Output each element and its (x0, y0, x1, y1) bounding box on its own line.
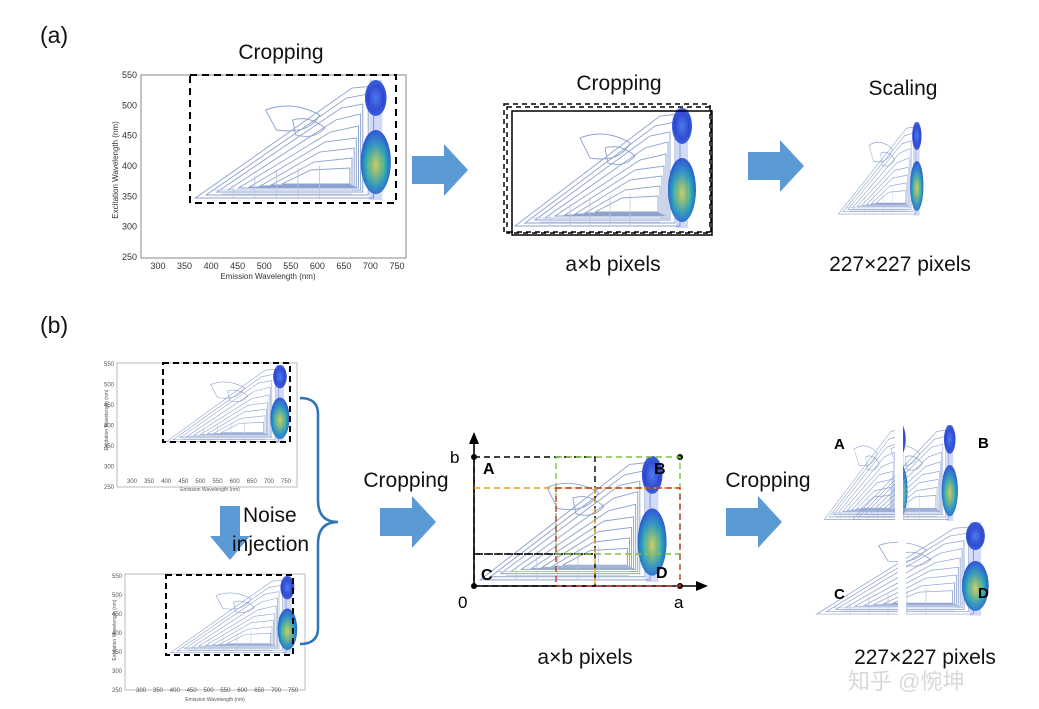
x-tick-label: 400 (170, 688, 181, 694)
eem-plot-small-bottom: 550 500 450 400 350 300 250 300 350 400 450 500 550… (112, 573, 306, 703)
x-tick-label: 450 (230, 261, 245, 271)
scaled-image (837, 121, 924, 216)
x-tick-label: 300 (136, 688, 147, 694)
svg-text:C: C (834, 586, 845, 603)
x-tick-label: 750 (281, 479, 292, 485)
svg-text:D: D (978, 585, 989, 602)
x-tick-label: 750 (389, 261, 404, 271)
x-tick-label: 500 (257, 261, 272, 271)
y-tick-label: 300 (104, 465, 115, 471)
region-label-d: D (656, 565, 668, 582)
y-tick-label: 450 (112, 612, 123, 618)
x-tick-label: 350 (177, 261, 192, 271)
x-tick-label: 450 (178, 479, 189, 485)
y-tick-label: 250 (112, 688, 123, 694)
x-tick-label: 750 (288, 688, 299, 694)
x-tick-label: 400 (204, 261, 219, 271)
y-tick-label: 250 (122, 252, 137, 262)
x-tick-label: 350 (153, 688, 164, 694)
x-tick-label: 650 (254, 688, 265, 694)
arrow-right-icon (412, 144, 468, 196)
svg-text:Emission Wavelength (nm): Emission Wavelength (nm) (185, 697, 245, 703)
cropping-label-a2: Cropping (576, 72, 662, 95)
x-tick-label: 350 (144, 479, 155, 485)
y-tick-label: 500 (112, 593, 123, 599)
noise-label-line1: Noise (243, 504, 297, 527)
watermark: 知乎 @惋坤 (848, 669, 965, 694)
y-tick-label: 350 (112, 650, 123, 656)
y-tick-label: 500 (122, 100, 137, 110)
x-tick-label: 600 (310, 261, 325, 271)
y-tick-label: 300 (122, 222, 137, 232)
noise-label-line2: injection (232, 533, 310, 556)
brace (299, 396, 339, 646)
x-tick-label: 550 (213, 479, 224, 485)
size-ab-label-a: a×b pixels (565, 253, 661, 276)
y-tick-label: 500 (104, 383, 115, 389)
x-tick-label: 550 (220, 688, 231, 694)
scaling-label: Scaling (868, 77, 938, 100)
arrow-right-icon (726, 496, 782, 548)
region-label-c: C (481, 567, 493, 584)
size-227-label-a: 227×227 pixels (829, 253, 971, 276)
svg-text:Excitation Wavelength (nm): Excitation Wavelength (nm) (104, 389, 110, 450)
crop-box-original (189, 74, 397, 204)
svg-text:Excitation Wavelength (nm): Excitation Wavelength (nm) (112, 599, 118, 660)
y-tick-labels: 550 500 450 400 350 300 250 (122, 70, 137, 262)
panel-a-label: (a) (40, 22, 69, 48)
y-tick-label: 550 (112, 574, 123, 580)
axis-label-b: b (450, 448, 459, 467)
eem-plot-small-top: 550 500 450 400 350 300 250 300 350 400 450 500 550… (104, 362, 298, 493)
y-tick-label: 400 (122, 161, 137, 171)
cropping-label-b2: Cropping (725, 469, 811, 492)
x-tick-label: 650 (336, 261, 351, 271)
y-tick-label: 400 (104, 424, 115, 430)
y-tick-label: 250 (104, 485, 115, 491)
crop-region-diagram: b 0 a A B C D (450, 432, 708, 612)
cropped-tiles: A B C D (816, 424, 990, 620)
x-tick-label: 500 (195, 479, 206, 485)
y-tick-label: 550 (104, 362, 115, 368)
panel-b-label: (b) (40, 312, 69, 338)
x-tick-label: 700 (264, 479, 275, 485)
x-tick-label: 300 (150, 261, 165, 271)
x-tick-label: 400 (161, 479, 172, 485)
x-axis-label: Emission Wavelength (nm) (220, 272, 316, 281)
x-tick-label: 700 (363, 261, 378, 271)
y-axis-label: Excitation Wavelength (nm) (111, 121, 120, 219)
region-label-a: A (483, 461, 495, 478)
svg-text:Emission Wavelength (nm): Emission Wavelength (nm) (180, 487, 240, 493)
axis-label-a: a (674, 593, 684, 612)
arrow-down-icon (210, 506, 250, 560)
axis-label-origin: 0 (458, 593, 467, 612)
x-tick-label: 700 (271, 688, 282, 694)
cropped-image (503, 103, 713, 236)
x-tick-label: 550 (283, 261, 298, 271)
x-tick-label: 600 (230, 479, 241, 485)
cropping-label-b1: Cropping (363, 469, 449, 492)
arrow-right-icon (748, 140, 804, 192)
y-tick-label: 400 (112, 631, 123, 637)
y-tick-label: 450 (122, 131, 137, 141)
x-tick-label: 600 (237, 688, 248, 694)
svg-text:B: B (978, 435, 989, 452)
x-tick-labels: 300 350 400 450 500 550 600 650 700 750 (150, 261, 404, 271)
x-tick-label: 650 (247, 479, 258, 485)
cropping-label-a1: Cropping (238, 41, 324, 64)
y-tick-label: 550 (122, 70, 137, 80)
y-tick-label: 350 (104, 444, 115, 450)
svg-text:A: A (834, 436, 845, 453)
x-tick-label: 300 (127, 479, 138, 485)
arrow-right-icon (380, 496, 436, 548)
x-tick-label: 500 (204, 688, 215, 694)
y-tick-label: 350 (122, 191, 137, 201)
y-tick-label: 300 (112, 669, 123, 675)
size-ab-label-b: a×b pixels (537, 646, 633, 669)
region-label-b: B (654, 461, 666, 478)
x-tick-label: 450 (187, 688, 198, 694)
size-227-label-b: 227×227 pixels (854, 646, 996, 669)
y-tick-label: 450 (104, 403, 115, 409)
